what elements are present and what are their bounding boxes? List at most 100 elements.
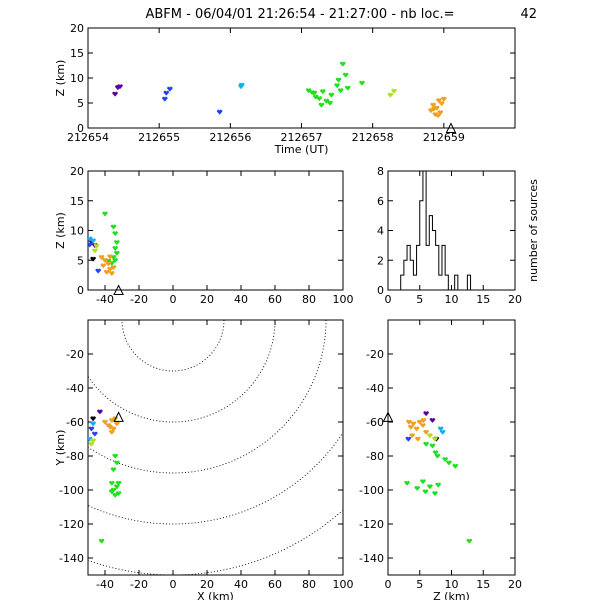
y-tick-label: 10 bbox=[70, 72, 84, 85]
panel-altitude-histogram: 0 5 10 15 20 0 2 4 6 8 number of sources bbox=[377, 165, 540, 306]
data-point bbox=[109, 271, 115, 276]
y-tick-label: -120 bbox=[359, 518, 384, 531]
data-point bbox=[409, 433, 415, 439]
data-point bbox=[167, 86, 173, 92]
data-point bbox=[107, 266, 113, 272]
data-point bbox=[342, 72, 349, 78]
data-point bbox=[110, 265, 117, 270]
y-tick-label: 8 bbox=[377, 165, 384, 178]
x-tick-label: 20 bbox=[200, 578, 214, 591]
histogram-bar bbox=[429, 216, 432, 290]
panel-time-altitude: 212654 212655 212656 212657 212658 212659 0 5 10… bbox=[54, 22, 516, 156]
data-point bbox=[114, 460, 120, 466]
y-axis-label: Z (km) bbox=[54, 60, 67, 97]
y-tick-label: -40 bbox=[366, 382, 384, 395]
data-point bbox=[162, 96, 168, 102]
data-point bbox=[446, 460, 452, 466]
data-point bbox=[408, 424, 414, 430]
data-point bbox=[112, 231, 118, 237]
station-marker bbox=[113, 284, 124, 295]
data-point bbox=[239, 82, 245, 88]
x-tick-label: 20 bbox=[200, 293, 214, 306]
data-point bbox=[110, 224, 117, 230]
data-point bbox=[100, 263, 107, 269]
data-point bbox=[114, 421, 120, 427]
data-point bbox=[430, 102, 436, 108]
x-tick-label: 212657 bbox=[281, 131, 323, 144]
histogram-bar bbox=[401, 275, 404, 290]
x-tick-label: 80 bbox=[302, 293, 316, 306]
x-tick-label: 15 bbox=[476, 293, 490, 306]
y-tick-label: 15 bbox=[70, 47, 84, 60]
x-tick-label: 60 bbox=[268, 293, 282, 306]
y-tick-label: -120 bbox=[59, 518, 84, 531]
histogram-outline bbox=[400, 171, 472, 290]
y-tick-label: 0 bbox=[377, 284, 384, 297]
data-point bbox=[432, 491, 438, 496]
y-tick-label: 10 bbox=[70, 225, 84, 238]
x-tick-label: 0 bbox=[170, 293, 177, 306]
x-tick-label: 20 bbox=[508, 578, 522, 591]
data-point bbox=[102, 419, 108, 425]
y-tick-label: -20 bbox=[66, 348, 84, 361]
data-point bbox=[97, 409, 103, 415]
data-point bbox=[466, 538, 472, 544]
y-tick-label: -60 bbox=[66, 416, 84, 429]
data-point bbox=[90, 238, 96, 244]
y-tick-label: -40 bbox=[66, 382, 84, 395]
data-point bbox=[429, 418, 436, 423]
y-tick-label: -20 bbox=[366, 348, 384, 361]
histogram-bar bbox=[445, 275, 448, 290]
data-layer bbox=[88, 211, 120, 276]
data-point bbox=[90, 256, 96, 262]
y-tick-label: 2 bbox=[377, 254, 384, 267]
x-tick-label: 40 bbox=[234, 578, 248, 591]
data-point bbox=[337, 88, 344, 94]
data-point bbox=[452, 463, 459, 469]
data-point bbox=[437, 110, 443, 116]
x-tick-label: 0 bbox=[385, 578, 392, 591]
plot-frame bbox=[87, 170, 344, 291]
data-point bbox=[420, 479, 426, 485]
station-marker bbox=[113, 411, 124, 422]
data-point bbox=[415, 436, 421, 442]
histogram-bar bbox=[439, 275, 442, 290]
data-point bbox=[88, 242, 93, 248]
y-tick-label: -140 bbox=[59, 552, 84, 565]
y-tick-label: 0 bbox=[77, 122, 84, 135]
data-point bbox=[163, 90, 169, 96]
data-point bbox=[112, 257, 118, 263]
data-point bbox=[431, 106, 437, 112]
data-point bbox=[109, 429, 115, 435]
data-point bbox=[405, 436, 412, 442]
data-point bbox=[109, 480, 115, 486]
y-tick-label: -80 bbox=[66, 450, 84, 463]
data-point bbox=[429, 443, 436, 449]
data-point bbox=[115, 85, 121, 91]
x-tick-label: 100 bbox=[333, 293, 354, 306]
data-point bbox=[432, 450, 439, 456]
data-point bbox=[436, 98, 442, 104]
data-point bbox=[110, 467, 117, 473]
data-point bbox=[107, 424, 113, 430]
plot-frame bbox=[387, 319, 516, 576]
data-point bbox=[102, 257, 108, 263]
data-point bbox=[435, 113, 441, 119]
data-point bbox=[98, 538, 105, 544]
data-point bbox=[311, 90, 318, 96]
data-point bbox=[438, 101, 445, 107]
x-tick-label: 15 bbox=[476, 578, 490, 591]
y-tick-label: -60 bbox=[366, 416, 384, 429]
plot-frame bbox=[87, 319, 344, 576]
y-tick-label: 20 bbox=[70, 22, 84, 35]
data-point bbox=[313, 94, 319, 100]
y-tick-label: 20 bbox=[70, 165, 84, 178]
data-point bbox=[216, 109, 223, 115]
x-tick-label: 80 bbox=[302, 578, 316, 591]
data-point bbox=[114, 484, 120, 490]
histogram-bar bbox=[417, 245, 420, 290]
histogram-bar bbox=[407, 245, 410, 290]
y-axis-label: Z (km) bbox=[54, 212, 67, 249]
data-point bbox=[305, 88, 312, 94]
